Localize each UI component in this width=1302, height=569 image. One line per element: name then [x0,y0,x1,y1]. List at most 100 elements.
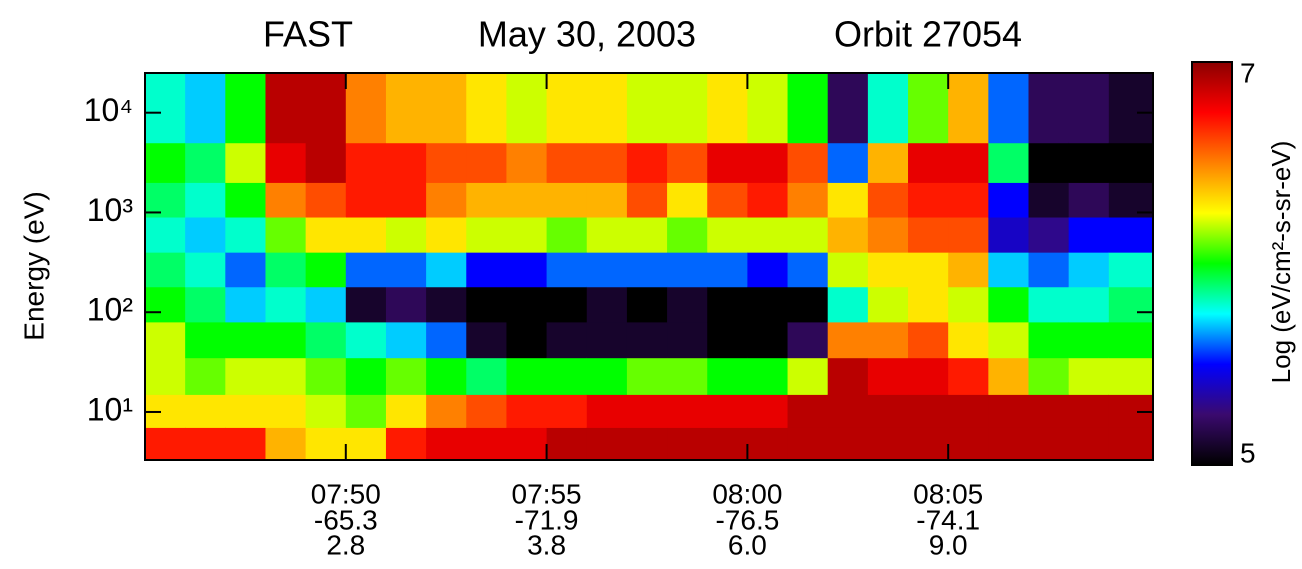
heatmap-cell [225,182,266,218]
heatmap-cell [185,142,226,183]
heatmap-cell [747,394,789,428]
x-tick-row-label: 9.0 [929,529,968,560]
heatmap-cell [626,286,668,323]
heatmap-cell [305,217,347,253]
heatmap-cell [225,142,266,183]
heatmap-cell [546,142,588,183]
heatmap-cell [345,286,387,323]
heatmap-cell [626,321,668,359]
heatmap-cell [787,182,829,218]
heatmap-cell [988,73,1030,144]
heatmap-cell [1028,142,1070,183]
heatmap-cell [185,286,226,323]
heatmap-cell [385,252,427,288]
heatmap-cell [1028,286,1070,323]
heatmap-cell [426,217,467,253]
heatmap-cell [747,142,789,183]
heatmap-cell [466,394,507,428]
heatmap-cell [1108,357,1154,395]
heatmap-cell [1068,182,1110,218]
heatmap-cell [707,321,748,359]
heatmap-cell [988,427,1030,461]
heatmap-cell [1028,357,1070,395]
heatmap-cell [827,394,869,428]
heatmap-cell [185,357,226,395]
heatmap-cell [225,252,266,288]
heatmap-cell [145,427,186,461]
heatmap-cell [908,73,949,144]
heatmap-cell [225,357,266,395]
heatmap-cell [1028,252,1070,288]
y-tick-label: 10² [87,292,134,328]
heatmap-cell [586,217,628,253]
heatmap-cell [546,217,588,253]
heatmap-cell [185,217,226,253]
heatmap-cell [707,357,748,395]
heatmap-cell [787,321,829,359]
heatmap-cell [265,427,307,461]
heatmap-cell [948,182,989,218]
y-axis-label: Energy (eV) [18,191,49,340]
heatmap-cell [827,73,869,144]
heatmap-cell [626,252,668,288]
heatmap-cell [948,286,989,323]
heatmap-cell [948,321,989,359]
chart-orbit: Orbit 27054 [834,14,1022,55]
heatmap-cell [546,357,588,395]
heatmap-cell [667,252,708,288]
heatmap-cell [145,142,186,183]
heatmap-cell [747,321,789,359]
heatmap-cell [667,394,708,428]
heatmap-cell [305,142,347,183]
x-tick-label: 07:50 [311,478,381,509]
heatmap-cell [988,252,1030,288]
heatmap-cell [145,73,186,144]
heatmap-cell [667,286,708,323]
heatmap-cell [1068,427,1110,461]
heatmap-cell [1028,427,1070,461]
heatmap-cell [827,427,869,461]
heatmap-cell [667,142,708,183]
x-tick-row-label: -74.1 [916,504,980,535]
heatmap-cell [265,252,307,288]
heatmap-cell [586,182,628,218]
x-tick-row-label: 3.8 [527,529,566,560]
plot-frame [144,72,1154,461]
heatmap-cell [466,252,507,288]
heatmap-cell [707,73,748,144]
heatmap-cell [787,142,829,183]
heatmap-cell [145,217,186,253]
heatmap-cell [345,427,387,461]
heatmap-cell [466,73,507,144]
heatmap-cell [867,217,909,253]
heatmap-cell [225,73,266,144]
heatmap-cell [1108,142,1154,183]
heatmap-cell [145,357,186,395]
heatmap-cell [1028,217,1070,253]
heatmap-cell [546,427,588,461]
heatmap-cell [827,286,869,323]
heatmap-cell [707,286,748,323]
heatmap-cell [466,182,507,218]
heatmap-cell [466,357,507,395]
heatmap-cell [225,217,266,253]
heatmap-cell [626,217,668,253]
heatmap-cell [506,73,548,144]
heatmap-cell [787,252,829,288]
heatmap-cell [546,252,588,288]
heatmap-cell [385,182,427,218]
heatmap-cell [426,321,467,359]
heatmap-cell [426,252,467,288]
heatmap-cell [988,217,1030,253]
heatmap-cell [908,357,949,395]
heatmap-cell [466,286,507,323]
heatmap-cell [787,73,829,144]
heatmap-cell [345,357,387,395]
heatmap-cell [426,182,467,218]
heatmap-cell [667,217,708,253]
heatmap-cell [1068,142,1110,183]
heatmap-cell [546,73,588,144]
heatmap-cell [1068,321,1110,359]
heatmap-cell [747,73,789,144]
heatmap-cell [1108,252,1154,288]
